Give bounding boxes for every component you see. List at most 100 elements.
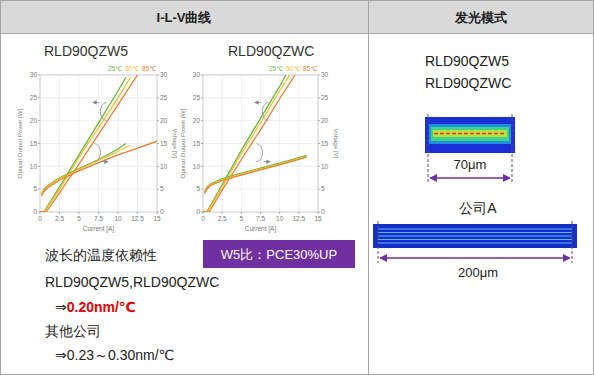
tick bbox=[201, 166, 203, 167]
tick bbox=[260, 212, 261, 214]
tick bbox=[318, 75, 320, 76]
tick-label: 15 bbox=[314, 215, 322, 222]
tick-label: 25 bbox=[193, 94, 201, 101]
tick-label: 25 bbox=[321, 94, 329, 101]
plot-area bbox=[40, 75, 157, 212]
tick bbox=[38, 97, 40, 98]
axis-label: Voltage [V] bbox=[333, 129, 340, 159]
tick-label: 30 bbox=[160, 71, 168, 78]
axis-label: Current [A] bbox=[245, 225, 277, 233]
tick-label: 15 bbox=[30, 140, 38, 147]
tick-label: 30 bbox=[321, 71, 329, 78]
tick bbox=[201, 97, 203, 98]
tick-label: 5 bbox=[196, 185, 200, 192]
plot-frame bbox=[40, 75, 157, 212]
tick bbox=[298, 212, 299, 214]
chart: RLD90QZW505101520253005101520253002.557.… bbox=[16, 43, 179, 233]
tick-label: 5 bbox=[77, 215, 81, 222]
tick-label: 30 bbox=[193, 71, 201, 78]
note-value: 0.20nm/℃ bbox=[67, 299, 136, 315]
tick bbox=[157, 212, 158, 214]
dim-arrow bbox=[380, 257, 570, 258]
tick bbox=[157, 120, 159, 121]
series-line bbox=[42, 146, 130, 195]
tick bbox=[318, 97, 320, 98]
beam-image bbox=[429, 124, 511, 144]
series-line bbox=[40, 77, 126, 212]
header-text: I-L-V曲线 bbox=[157, 10, 212, 25]
tick-label: 15 bbox=[160, 140, 168, 147]
plot-frame bbox=[203, 75, 318, 212]
series-line bbox=[42, 141, 157, 196]
tick bbox=[157, 189, 159, 190]
axis-label: Voltage [V] bbox=[172, 129, 179, 159]
tick bbox=[157, 166, 159, 167]
tick-label: 5 bbox=[160, 185, 164, 192]
badge-text: W5比：PCE30%UP bbox=[221, 247, 337, 262]
page: I-L-V曲线发光模式RLD90QZW505101520253005101520… bbox=[0, 0, 594, 375]
tick bbox=[201, 143, 203, 144]
beam-image bbox=[378, 239, 572, 240]
chart: RLD90QZWC05101520253005101520253002.557.… bbox=[179, 43, 340, 233]
note-text: 其他公司 bbox=[45, 323, 101, 339]
tick bbox=[79, 212, 80, 214]
header-band bbox=[1, 1, 593, 33]
tick bbox=[157, 97, 159, 98]
tick bbox=[40, 212, 41, 214]
curve-arrow bbox=[102, 161, 107, 162]
note-text: RLD90QZW5,RLD90QZWC bbox=[45, 274, 219, 290]
series-line bbox=[203, 75, 286, 212]
tick-label: 10 bbox=[193, 163, 201, 170]
dim-line bbox=[572, 221, 573, 263]
grid-line bbox=[241, 75, 242, 212]
tick-label: 7.5 bbox=[256, 215, 265, 222]
tick bbox=[318, 166, 320, 167]
frame bbox=[1, 1, 594, 375]
grid-line bbox=[137, 75, 138, 212]
series-line bbox=[205, 157, 307, 194]
curve-arrow bbox=[257, 144, 263, 162]
tick bbox=[201, 75, 203, 76]
beam-image bbox=[431, 127, 509, 141]
legend-entry: 25℃ bbox=[108, 65, 123, 72]
dim-label: 200μm bbox=[458, 265, 498, 280]
beam-image bbox=[378, 229, 572, 230]
plot-area bbox=[203, 75, 307, 212]
grid-line bbox=[298, 75, 299, 212]
tick-label: 10 bbox=[160, 163, 168, 170]
curve-arrow bbox=[256, 102, 261, 103]
tick-label: 12.5 bbox=[131, 215, 144, 222]
badge bbox=[203, 240, 355, 268]
tick-label: 15 bbox=[193, 140, 201, 147]
dim-line bbox=[512, 114, 513, 182]
tick bbox=[222, 212, 223, 214]
tick bbox=[318, 189, 320, 190]
tick bbox=[38, 143, 40, 144]
tick-label: 0 bbox=[196, 208, 200, 215]
legend-entry: 50℃ bbox=[125, 65, 140, 72]
tick bbox=[118, 212, 119, 214]
grid-line bbox=[79, 75, 80, 212]
tick bbox=[318, 120, 320, 121]
header-text: 发光模式 bbox=[454, 10, 507, 25]
axis-label: Optical Output Power [W] bbox=[16, 108, 23, 178]
legend-entry: 85℃ bbox=[142, 65, 157, 72]
dim-line bbox=[428, 114, 429, 182]
tick bbox=[318, 143, 320, 144]
dim-arrow bbox=[430, 177, 510, 178]
header-line bbox=[0, 33, 594, 34]
note-arrow: ⇒ bbox=[55, 299, 67, 315]
tick-label: 7.5 bbox=[94, 215, 103, 222]
curve-arrow bbox=[95, 144, 101, 162]
note-line: ⇒0.20nm/℃ bbox=[55, 299, 136, 315]
curve-arrow bbox=[264, 161, 269, 162]
grid-line bbox=[118, 75, 119, 212]
series-line bbox=[40, 75, 138, 212]
curve-arrow bbox=[100, 103, 106, 121]
tick bbox=[241, 212, 242, 214]
tick-label: 5 bbox=[321, 185, 325, 192]
note-text: ⇒0.23～0.30nm/℃ bbox=[55, 347, 174, 363]
series-line bbox=[205, 155, 307, 191]
tick-label: 25 bbox=[160, 94, 168, 101]
mode-company: 公司A bbox=[459, 200, 497, 216]
